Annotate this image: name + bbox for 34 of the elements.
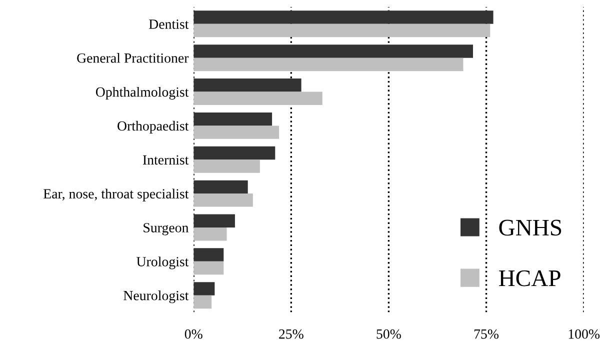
y-tick-label: Ophthalmologist [96,86,189,100]
bar [194,112,272,126]
bar [194,160,260,173]
bar [194,10,494,24]
bar [194,194,253,207]
x-tick-label: 50% [376,329,401,339]
bar [194,295,212,309]
legend-label: HCAP [498,270,560,286]
bar [194,126,280,139]
bar [194,58,464,72]
y-tick-label: General Practitioner [77,53,189,63]
bar [194,24,490,38]
bar [194,92,322,105]
x-tick-label: 100% [568,329,600,339]
bar [194,248,224,262]
y-tick-label: Dentist [149,20,189,29]
bar [194,78,302,92]
y-tick-label: Neurologist [124,290,189,304]
bar [194,282,215,296]
bar [194,214,235,228]
y-tick-label: Surgeon [144,223,189,236]
y-tick-label: Orthopaedist [118,120,189,134]
legend-label: GNHS [499,220,562,236]
y-tick-label: Urologist [136,256,189,270]
x-tick-label: 75% [474,329,499,339]
bar [194,180,248,194]
x-tick-label: 0% [184,329,202,339]
y-tick-label: Ear, nose, throat specialist [44,188,189,202]
bar [194,44,473,58]
x-tick-label: 25% [279,329,304,339]
bar [194,261,224,275]
y-tick-label: Internist [142,155,189,165]
bar [194,146,276,160]
bar [194,227,227,241]
